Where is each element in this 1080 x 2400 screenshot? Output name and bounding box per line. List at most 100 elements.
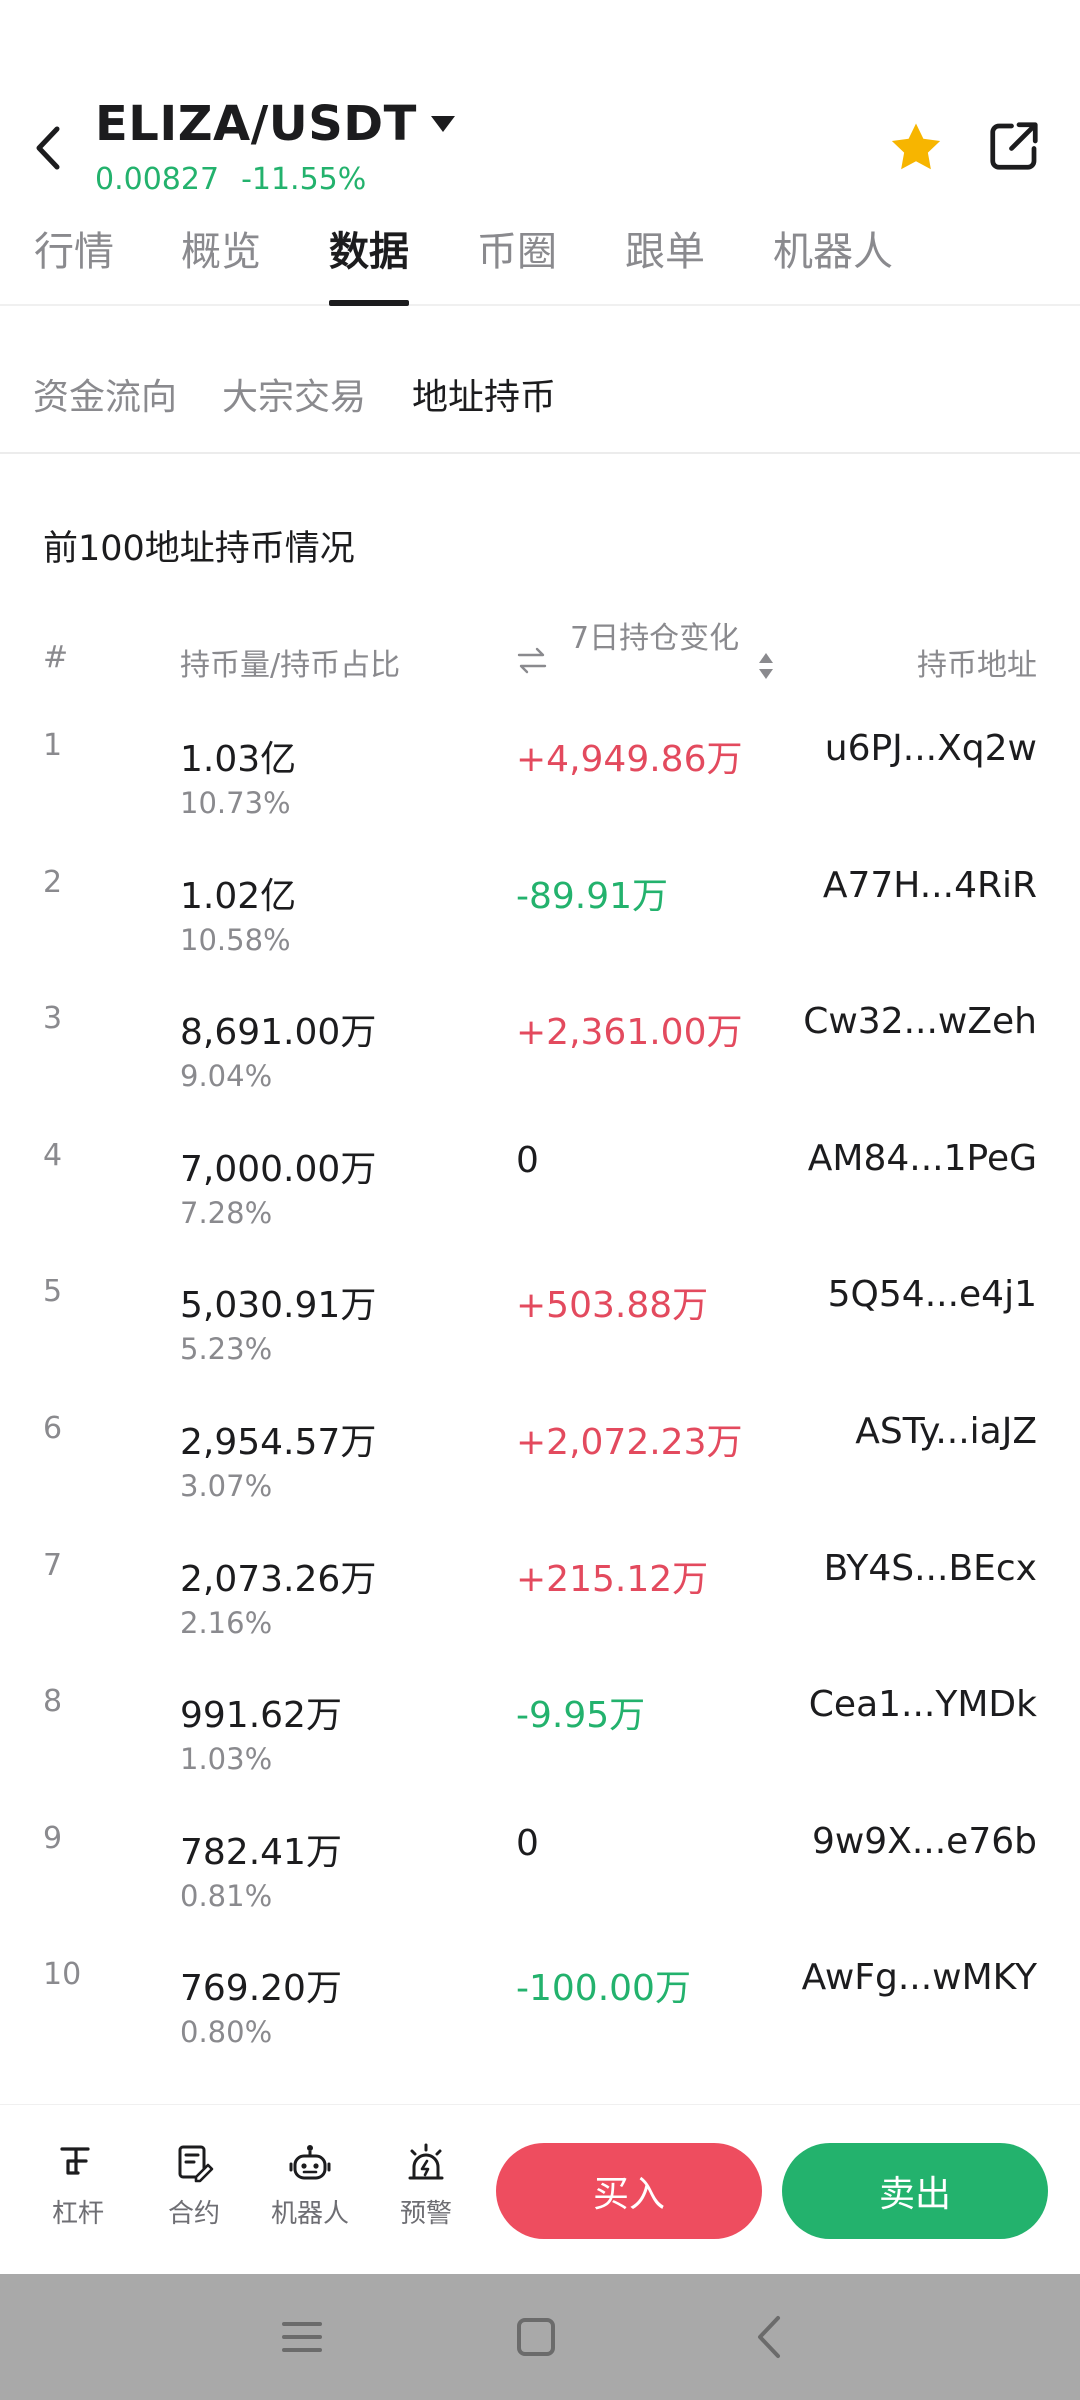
list-fade	[0, 2060, 1080, 2104]
system-nav-bar	[0, 2274, 1080, 2400]
rank-cell: 5	[43, 1274, 63, 1310]
7d-change-value: -9.95万	[516, 1695, 646, 1737]
holding-amount: 2,073.26万	[180, 1558, 377, 1600]
pair-title: ELIZA/USDT	[95, 96, 417, 152]
rank-cell: 10	[43, 1957, 82, 1993]
share-button[interactable]	[984, 116, 1044, 176]
sub-tabs: 资金流向 大宗交易 地址持币	[0, 306, 1080, 454]
tool-robot[interactable]: 机器人	[260, 2143, 360, 2230]
holder-address[interactable]: Cea1...YMDk	[808, 1684, 1037, 1726]
7d-change-value: +503.88万	[516, 1285, 709, 1327]
tool-leverage[interactable]: 杠杆	[28, 2143, 128, 2230]
subtab-address-holdings[interactable]: 地址持币	[412, 377, 557, 418]
holding-amount: 1.03亿	[180, 739, 297, 780]
rank-cell: 2	[43, 864, 63, 900]
main-tabs: 行情 概览 数据 币圈 跟单 机器人	[0, 222, 1080, 306]
7d-change-value: 0	[516, 1822, 539, 1864]
holding-percent: 2.16%	[180, 1605, 273, 1640]
rank-cell: 1	[43, 728, 63, 763]
7d-change-value: +4,949.86万	[516, 739, 743, 780]
holder-address[interactable]: u6PJ...Xq2w	[824, 728, 1037, 769]
menu-icon[interactable]	[272, 2312, 332, 2362]
section-title: 前100地址持币情况	[43, 529, 355, 569]
leverage-icon	[60, 2147, 90, 2175]
rank-cell: 4	[43, 1137, 63, 1173]
7d-change-value: -89.91万	[516, 875, 669, 917]
header-address: 持币地址	[917, 648, 1037, 683]
back-button[interactable]	[24, 112, 72, 184]
header-7d-change-label: 7日持仓变化	[570, 621, 740, 656]
table-row[interactable]: 3 8,691.00万 9.04% +2,361.00万 Cw32...wZeh	[0, 985, 1080, 1122]
table-row[interactable]: 10 769.20万 0.80% -100.00万 AwFg...wMKY	[0, 1941, 1080, 2078]
header-7d-change[interactable]: 7日持仓变化	[516, 620, 776, 682]
table-row[interactable]: 2 1.02亿 10.58% -89.91万 A77H...4RiR	[0, 849, 1080, 986]
holding-percent: 0.80%	[180, 2015, 273, 2050]
tool-alert-label: 预警	[399, 2199, 452, 2229]
holding-percent: 0.81%	[180, 1878, 273, 1913]
swap-icon[interactable]	[516, 644, 548, 678]
back-nav-icon[interactable]	[740, 2312, 800, 2362]
holder-address[interactable]: AM84...1PeG	[807, 1137, 1037, 1179]
holder-address[interactable]: ASTy...iaJZ	[855, 1411, 1037, 1452]
holding-percent: 7.28%	[180, 1195, 273, 1230]
rank-cell: 8	[43, 1684, 63, 1720]
sort-icon[interactable]	[756, 650, 776, 682]
robot-icon	[289, 2145, 331, 2180]
holding-percent: 10.58%	[180, 922, 291, 957]
table-header: # 持币量/持币占比 7日持仓变化 持币地址	[0, 612, 1080, 702]
holding-amount: 769.20万	[180, 1968, 342, 2010]
7d-change-value: +2,072.23万	[516, 1422, 743, 1463]
header-holdings: 持币量/持币占比	[180, 648, 401, 683]
subtab-block-trades[interactable]: 大宗交易	[222, 377, 367, 418]
table-row[interactable]: 4 7,000.00万 7.28% 0 AM84...1PeG	[0, 1122, 1080, 1259]
tool-alert[interactable]: 预警	[376, 2143, 476, 2230]
share-icon	[990, 122, 1038, 170]
holder-address[interactable]: A77H...4RiR	[822, 864, 1037, 906]
tab-data[interactable]: 数据	[329, 222, 409, 306]
tab-bots[interactable]: 机器人	[773, 229, 893, 275]
rank-cell: 6	[43, 1411, 63, 1446]
holder-address[interactable]: BY4S...BEcx	[823, 1547, 1037, 1589]
holder-address[interactable]: 5Q54...e4j1	[827, 1274, 1037, 1316]
sell-button[interactable]: 卖出	[782, 2143, 1048, 2239]
holder-address[interactable]: AwFg...wMKY	[801, 1957, 1037, 1999]
tool-robot-label: 机器人	[270, 2199, 349, 2229]
tool-contract-label: 合约	[167, 2199, 220, 2229]
caret-down-icon	[430, 116, 455, 132]
holders-list: 1 1.03亿 10.73% +4,949.86万 u6PJ...Xq2w 2 1.02亿 1…	[0, 712, 1080, 2102]
holding-amount: 8,691.00万	[180, 1012, 377, 1054]
chevron-left-icon	[36, 126, 60, 170]
holder-address[interactable]: 9w9X...e76b	[811, 1820, 1037, 1862]
7d-change-value: +215.12万	[516, 1558, 709, 1600]
holding-percent: 5.23%	[180, 1332, 273, 1367]
tool-contract[interactable]: 合约	[144, 2143, 244, 2230]
holding-percent: 9.04%	[180, 1059, 273, 1094]
last-price: 0.00827	[95, 162, 220, 197]
holding-amount: 991.62万	[180, 1695, 342, 1737]
home-icon[interactable]	[506, 2312, 566, 2362]
favorite-button[interactable]	[886, 118, 946, 178]
tab-community[interactable]: 币圈	[477, 229, 557, 275]
bottom-action-bar: 杠杆 合约 机器人 预警 买入 卖出	[0, 2104, 1080, 2274]
holding-percent: 1.03%	[180, 1742, 273, 1777]
price-change: -11.55%	[241, 162, 367, 197]
holder-address[interactable]: Cw32...wZeh	[803, 1001, 1037, 1043]
table-row[interactable]: 6 2,954.57万 3.07% +2,072.23万 ASTy...iaJZ	[0, 1395, 1080, 1532]
holding-amount: 2,954.57万	[180, 1422, 377, 1463]
tab-overview[interactable]: 概览	[181, 229, 261, 275]
table-row[interactable]: 9 782.41万 0.81% 0 9w9X...e76b	[0, 1805, 1080, 1942]
subtab-fund-flow[interactable]: 资金流向	[33, 377, 178, 418]
table-row[interactable]: 1 1.03亿 10.73% +4,949.86万 u6PJ...Xq2w	[0, 712, 1080, 849]
tab-copy-trading[interactable]: 跟单	[625, 229, 705, 275]
7d-change-value: +2,361.00万	[516, 1012, 743, 1054]
tab-market[interactable]: 行情	[34, 229, 114, 275]
table-row[interactable]: 7 2,073.26万 2.16% +215.12万 BY4S...BEcx	[0, 1532, 1080, 1669]
table-row[interactable]: 5 5,030.91万 5.23% +503.88万 5Q54...e4j1	[0, 1258, 1080, 1395]
rank-cell: 9	[43, 1820, 63, 1856]
holding-amount: 7,000.00万	[180, 1148, 377, 1190]
table-row[interactable]: 8 991.62万 1.03% -9.95万 Cea1...YMDk	[0, 1668, 1080, 1805]
buy-button[interactable]: 买入	[496, 2143, 762, 2239]
star-icon	[891, 123, 941, 170]
price-line: 0.00827 -11.55%	[95, 162, 366, 197]
pair-selector[interactable]: ELIZA/USDT	[95, 96, 455, 152]
